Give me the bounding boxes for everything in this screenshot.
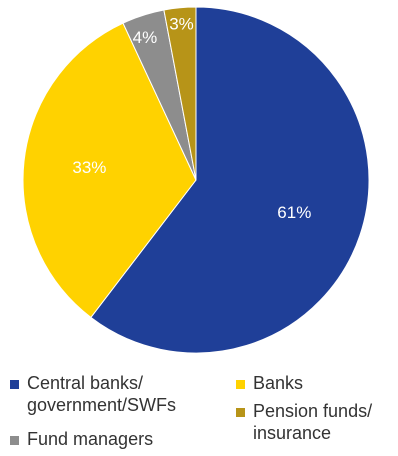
- legend-label-fund-managers: Fund managers: [27, 429, 154, 449]
- legend-swatch-banks: [236, 380, 245, 389]
- slice-label-pension-funds: 3%: [169, 14, 194, 33]
- pie-slice-pension-funds: [163, 6, 197, 181]
- pie-slices: [22, 6, 370, 354]
- legend: Central banks/ government/SWFs Banks Fun…: [0, 368, 398, 456]
- legend-item-pension-funds: Pension funds/ insurance: [236, 400, 372, 444]
- legend-item-fund-managers: Fund managers: [10, 428, 153, 450]
- legend-item-banks: Banks: [236, 372, 303, 394]
- legend-label-banks: Banks: [253, 373, 304, 393]
- legend-label-central-banks: Central banks/ government/SWFs: [27, 373, 177, 415]
- slice-label-central-banks: 61%: [277, 203, 311, 222]
- pie-slice-banks: [22, 22, 197, 319]
- pie-slice-central-banks: [90, 6, 370, 354]
- pie-chart: 61% 33% 4% 3%: [22, 6, 370, 354]
- slice-label-fund-managers: 4%: [133, 28, 158, 47]
- legend-item-central-banks: Central banks/ government/SWFs: [10, 372, 176, 416]
- legend-swatch-fund-managers: [10, 436, 19, 445]
- legend-swatch-central-banks: [10, 380, 19, 389]
- slice-labels: 61% 33% 4% 3%: [72, 14, 311, 221]
- slice-label-banks: 33%: [72, 158, 106, 177]
- legend-swatch-pension-funds: [236, 408, 245, 417]
- legend-label-pension-funds: Pension funds/ insurance: [253, 401, 373, 443]
